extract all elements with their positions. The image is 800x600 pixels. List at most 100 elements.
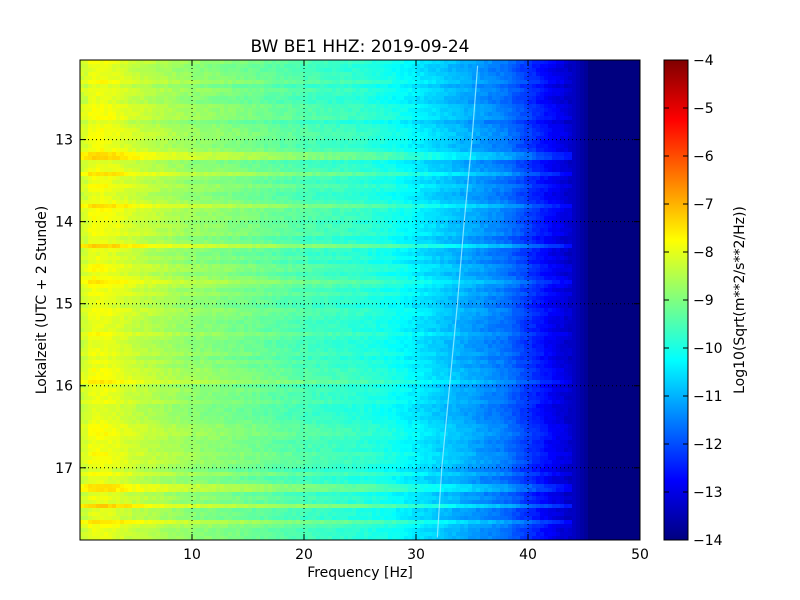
heatmap-cell: [192, 124, 197, 129]
heatmap-cell: [88, 72, 93, 77]
heatmap-cell: [532, 120, 537, 125]
heatmap-cell: [152, 120, 157, 125]
heatmap-cell: [324, 72, 329, 77]
heatmap-cell: [176, 176, 181, 181]
heatmap-cell: [468, 196, 473, 201]
heatmap-cell: [460, 200, 465, 205]
heatmap-cell: [396, 64, 401, 69]
heatmap-cell: [404, 68, 409, 73]
heatmap-cell: [540, 112, 545, 117]
heatmap-cell: [176, 108, 181, 113]
heatmap-cell: [336, 100, 341, 105]
heatmap-cell: [340, 128, 345, 133]
heatmap-cell: [308, 176, 313, 181]
heatmap-cell: [192, 188, 197, 193]
heatmap-cell: [420, 200, 425, 205]
heatmap-cell: [468, 80, 473, 85]
heatmap-cell: [572, 184, 577, 189]
heatmap-cell: [552, 64, 557, 69]
heatmap-cell: [244, 160, 249, 165]
heatmap-cell: [336, 104, 341, 109]
heatmap-cell: [604, 140, 609, 145]
heatmap-cell: [168, 188, 173, 193]
heatmap-cell: [552, 92, 557, 97]
heatmap-cell: [476, 132, 481, 137]
heatmap-cell: [296, 96, 301, 101]
heatmap-cell: [492, 168, 497, 173]
heatmap-cell: [124, 64, 129, 69]
heatmap-cell: [388, 176, 393, 181]
heatmap-cell: [412, 116, 417, 121]
heatmap-cell: [96, 196, 101, 201]
heatmap-cell: [300, 136, 305, 141]
heatmap-cell: [348, 136, 353, 141]
heatmap-cell: [88, 108, 93, 113]
heatmap-cell: [372, 168, 377, 173]
heatmap-cell: [496, 108, 501, 113]
heatmap-cell: [168, 140, 173, 145]
heatmap-cell: [592, 140, 597, 145]
heatmap-cell: [408, 116, 413, 121]
heatmap-cell: [180, 64, 185, 69]
heatmap-cell: [600, 64, 605, 69]
heatmap-cell: [484, 108, 489, 113]
heatmap-cell: [264, 128, 269, 133]
heatmap-cell: [500, 164, 505, 169]
heatmap-cell: [100, 172, 105, 177]
heatmap-cell: [600, 188, 605, 193]
heatmap-cell: [132, 136, 137, 141]
heatmap-cell: [376, 64, 381, 69]
heatmap-cell: [288, 68, 293, 73]
heatmap-cell: [232, 188, 237, 193]
heatmap-cell: [132, 156, 137, 161]
heatmap-cell: [364, 64, 369, 69]
heatmap-cell: [444, 104, 449, 109]
heatmap-cell: [488, 144, 493, 149]
heatmap-cell: [208, 108, 213, 113]
heatmap-cell: [588, 124, 593, 129]
heatmap-cell: [152, 156, 157, 161]
heatmap-cell: [320, 116, 325, 121]
heatmap-cell: [552, 144, 557, 149]
heatmap-cell: [144, 92, 149, 97]
heatmap-cell: [196, 184, 201, 189]
heatmap-cell: [116, 92, 121, 97]
heatmap-cell: [236, 168, 241, 173]
heatmap-cell: [380, 156, 385, 161]
heatmap-cell: [100, 176, 105, 181]
heatmap-cell: [396, 140, 401, 145]
heatmap-cell: [560, 192, 565, 197]
heatmap-cell: [188, 88, 193, 93]
heatmap-cell: [328, 192, 333, 197]
heatmap-cell: [432, 180, 437, 185]
heatmap-cell: [632, 140, 637, 145]
heatmap-cell: [172, 192, 177, 197]
heatmap-cell: [328, 136, 333, 141]
heatmap-cell: [136, 60, 141, 65]
heatmap-cell: [468, 88, 473, 93]
heatmap-cell: [496, 68, 501, 73]
heatmap-cell: [316, 172, 321, 177]
heatmap-cell: [296, 80, 301, 85]
heatmap-cell: [508, 184, 513, 189]
heatmap-cell: [320, 60, 325, 65]
heatmap-cell: [372, 108, 377, 113]
heatmap-cell: [160, 184, 165, 189]
heatmap-cell: [592, 88, 597, 93]
heatmap-cell: [608, 184, 613, 189]
heatmap-cell: [140, 92, 145, 97]
heatmap-cell: [516, 88, 521, 93]
heatmap-cell: [360, 120, 365, 125]
heatmap-cell: [620, 96, 625, 101]
heatmap-cell: [524, 124, 529, 129]
heatmap-cell: [320, 188, 325, 193]
heatmap-cell: [240, 184, 245, 189]
heatmap-cell: [488, 192, 493, 197]
heatmap-cell: [336, 196, 341, 201]
heatmap-cell: [604, 64, 609, 69]
heatmap-cell: [152, 168, 157, 173]
heatmap-cell: [220, 88, 225, 93]
heatmap-cell: [636, 88, 640, 93]
heatmap-cell: [432, 176, 437, 181]
heatmap-cell: [512, 164, 517, 169]
